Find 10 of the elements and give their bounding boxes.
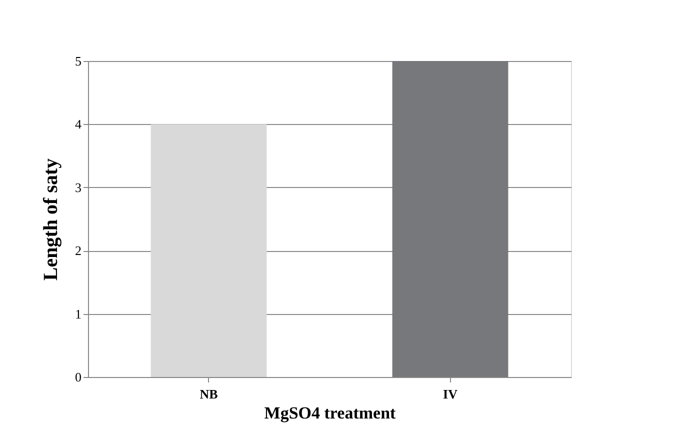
- x-axis-title: MgSO4 treatment: [264, 404, 396, 422]
- y-tick-label: 2: [75, 243, 82, 258]
- y-tick-label: 3: [75, 180, 82, 195]
- y-tick-label: 5: [75, 54, 82, 68]
- x-tick-label: IV: [443, 386, 458, 402]
- y-tick-label: 0: [75, 370, 82, 384]
- y-tick-label: 4: [75, 116, 82, 132]
- y-axis-title: Length of saty: [40, 158, 62, 281]
- y-tick-label: 1: [75, 306, 82, 322]
- x-tick-label: NB: [200, 386, 218, 402]
